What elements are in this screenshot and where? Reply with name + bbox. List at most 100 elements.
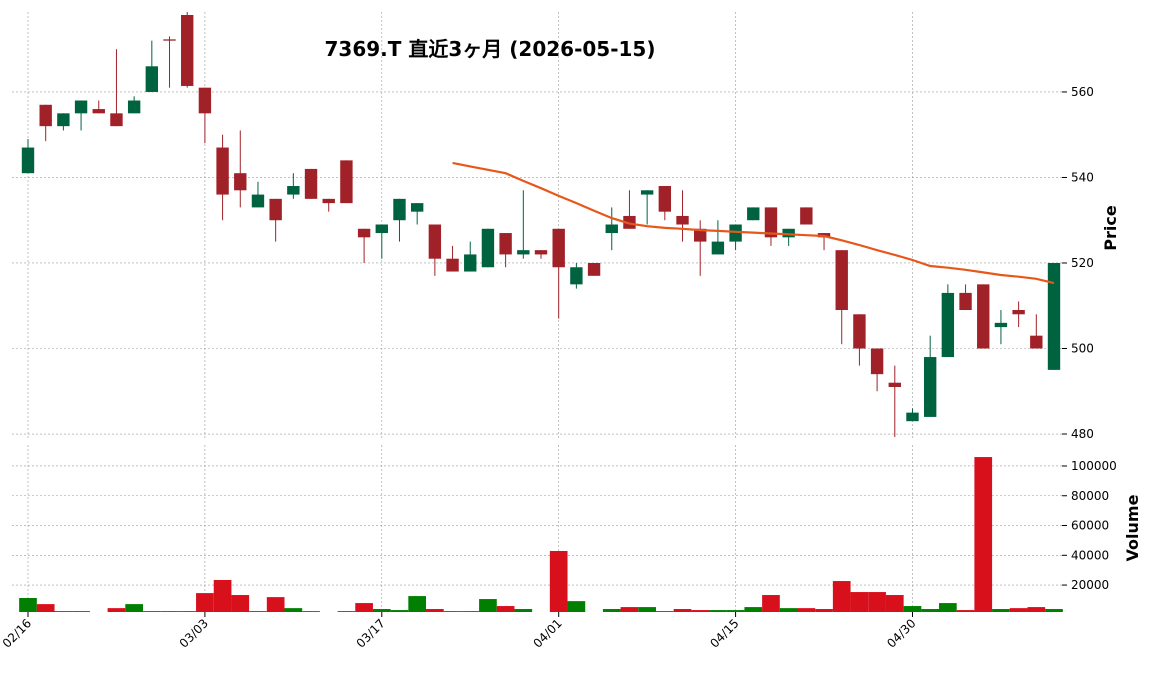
volume-bar	[72, 611, 90, 612]
candle-body	[906, 412, 919, 422]
volume-bar	[196, 593, 214, 612]
volume-bar	[956, 610, 975, 612]
candle-body	[782, 228, 795, 238]
volume-bar	[461, 611, 480, 612]
chart-title: 7369.T 直近3ヶ月 (2026-05-15)	[325, 37, 656, 61]
volume-bar	[372, 609, 391, 612]
candle-body	[1012, 310, 1025, 315]
candle-body	[1047, 262, 1061, 370]
volume-bar	[36, 604, 55, 612]
volume-bar	[655, 611, 674, 612]
volume-bar	[54, 611, 73, 612]
candle-body	[1030, 335, 1043, 349]
volume-bar	[337, 611, 356, 612]
volume-bar	[673, 609, 692, 612]
candle-body	[676, 215, 689, 225]
candle-body	[357, 228, 371, 238]
volume-bar	[1027, 607, 1046, 612]
candle-body	[658, 186, 672, 212]
y-axis-label: Price	[1101, 205, 1120, 251]
volume-bar	[284, 608, 303, 612]
candle-body	[92, 109, 105, 114]
volume-bar	[355, 603, 373, 612]
candle-body	[800, 207, 813, 225]
x-tick-label: 04/30	[884, 616, 918, 650]
candle-body	[764, 207, 778, 238]
volume-bar	[638, 607, 656, 612]
volume-bar	[249, 611, 267, 612]
candle-body	[57, 113, 70, 127]
volume-bar	[549, 550, 568, 612]
volume-bar	[496, 606, 515, 612]
candle-body	[994, 322, 1008, 328]
price-panel	[21, 12, 1061, 438]
candle-body	[605, 224, 618, 234]
candle-body	[570, 267, 583, 285]
x-tick-label: 02/16	[0, 616, 34, 650]
volume-bar	[107, 608, 126, 612]
volume-bar	[479, 599, 497, 612]
candle-body	[269, 198, 282, 221]
volume-bar	[302, 611, 320, 612]
candle-body	[410, 203, 424, 212]
candle-body	[694, 228, 707, 242]
candle-body	[163, 39, 176, 41]
candle-body	[481, 228, 495, 268]
volume-bar	[142, 611, 161, 612]
volume-bar	[709, 610, 727, 612]
volume-bar	[125, 604, 143, 612]
volume-bar	[762, 595, 780, 612]
volume-bar	[390, 610, 409, 612]
candle-body	[711, 241, 725, 255]
volume-bar	[231, 595, 250, 612]
candle-body	[534, 250, 548, 255]
y-tick-label: 40000	[1071, 548, 1109, 562]
volume-bar	[850, 592, 869, 612]
y-tick-label: 80000	[1071, 489, 1109, 503]
candle-body	[39, 104, 52, 127]
candle-body	[198, 87, 212, 114]
candle-body	[923, 357, 937, 417]
volume-axis-label: Volume	[1123, 494, 1142, 561]
candle-body	[340, 160, 353, 204]
candle-body	[941, 292, 955, 358]
volume-bar	[744, 607, 763, 612]
volume-bar	[974, 457, 993, 612]
candle-body	[393, 198, 406, 221]
volume-bar	[815, 609, 833, 612]
y-tick-label: 520	[1071, 256, 1094, 270]
candle-body	[21, 147, 35, 174]
grid	[12, 12, 1062, 612]
volume-bar	[266, 597, 285, 612]
candle-body	[304, 168, 318, 199]
volume-bar	[1009, 608, 1028, 612]
candle-body	[145, 66, 159, 92]
y-tick-label: 100000	[1071, 459, 1117, 473]
candle-body	[552, 228, 565, 268]
x-tick-label: 03/03	[177, 616, 211, 650]
candle-body	[853, 314, 866, 349]
volume-bar	[885, 595, 904, 612]
candle-body	[747, 207, 760, 221]
volume-bar	[691, 610, 710, 612]
candle-body	[287, 186, 300, 195]
candle-body	[499, 233, 512, 255]
candle-body	[729, 224, 742, 242]
x-tick-label: 04/01	[530, 616, 564, 650]
candle-body	[234, 173, 247, 191]
y-tick-label: 20000	[1071, 578, 1109, 592]
candle-body	[322, 198, 335, 204]
volume-bar	[921, 609, 940, 612]
candle-body	[375, 224, 388, 234]
volume-bar	[797, 608, 816, 612]
volume-bar	[779, 608, 798, 612]
candle-body	[835, 250, 848, 311]
candle-body	[870, 348, 884, 375]
candle-body	[127, 100, 141, 114]
volume-bar	[514, 609, 533, 612]
x-tick-label: 04/15	[707, 616, 741, 650]
candle-body	[464, 254, 477, 272]
volume-bar	[832, 581, 851, 612]
candle-body	[446, 258, 459, 272]
